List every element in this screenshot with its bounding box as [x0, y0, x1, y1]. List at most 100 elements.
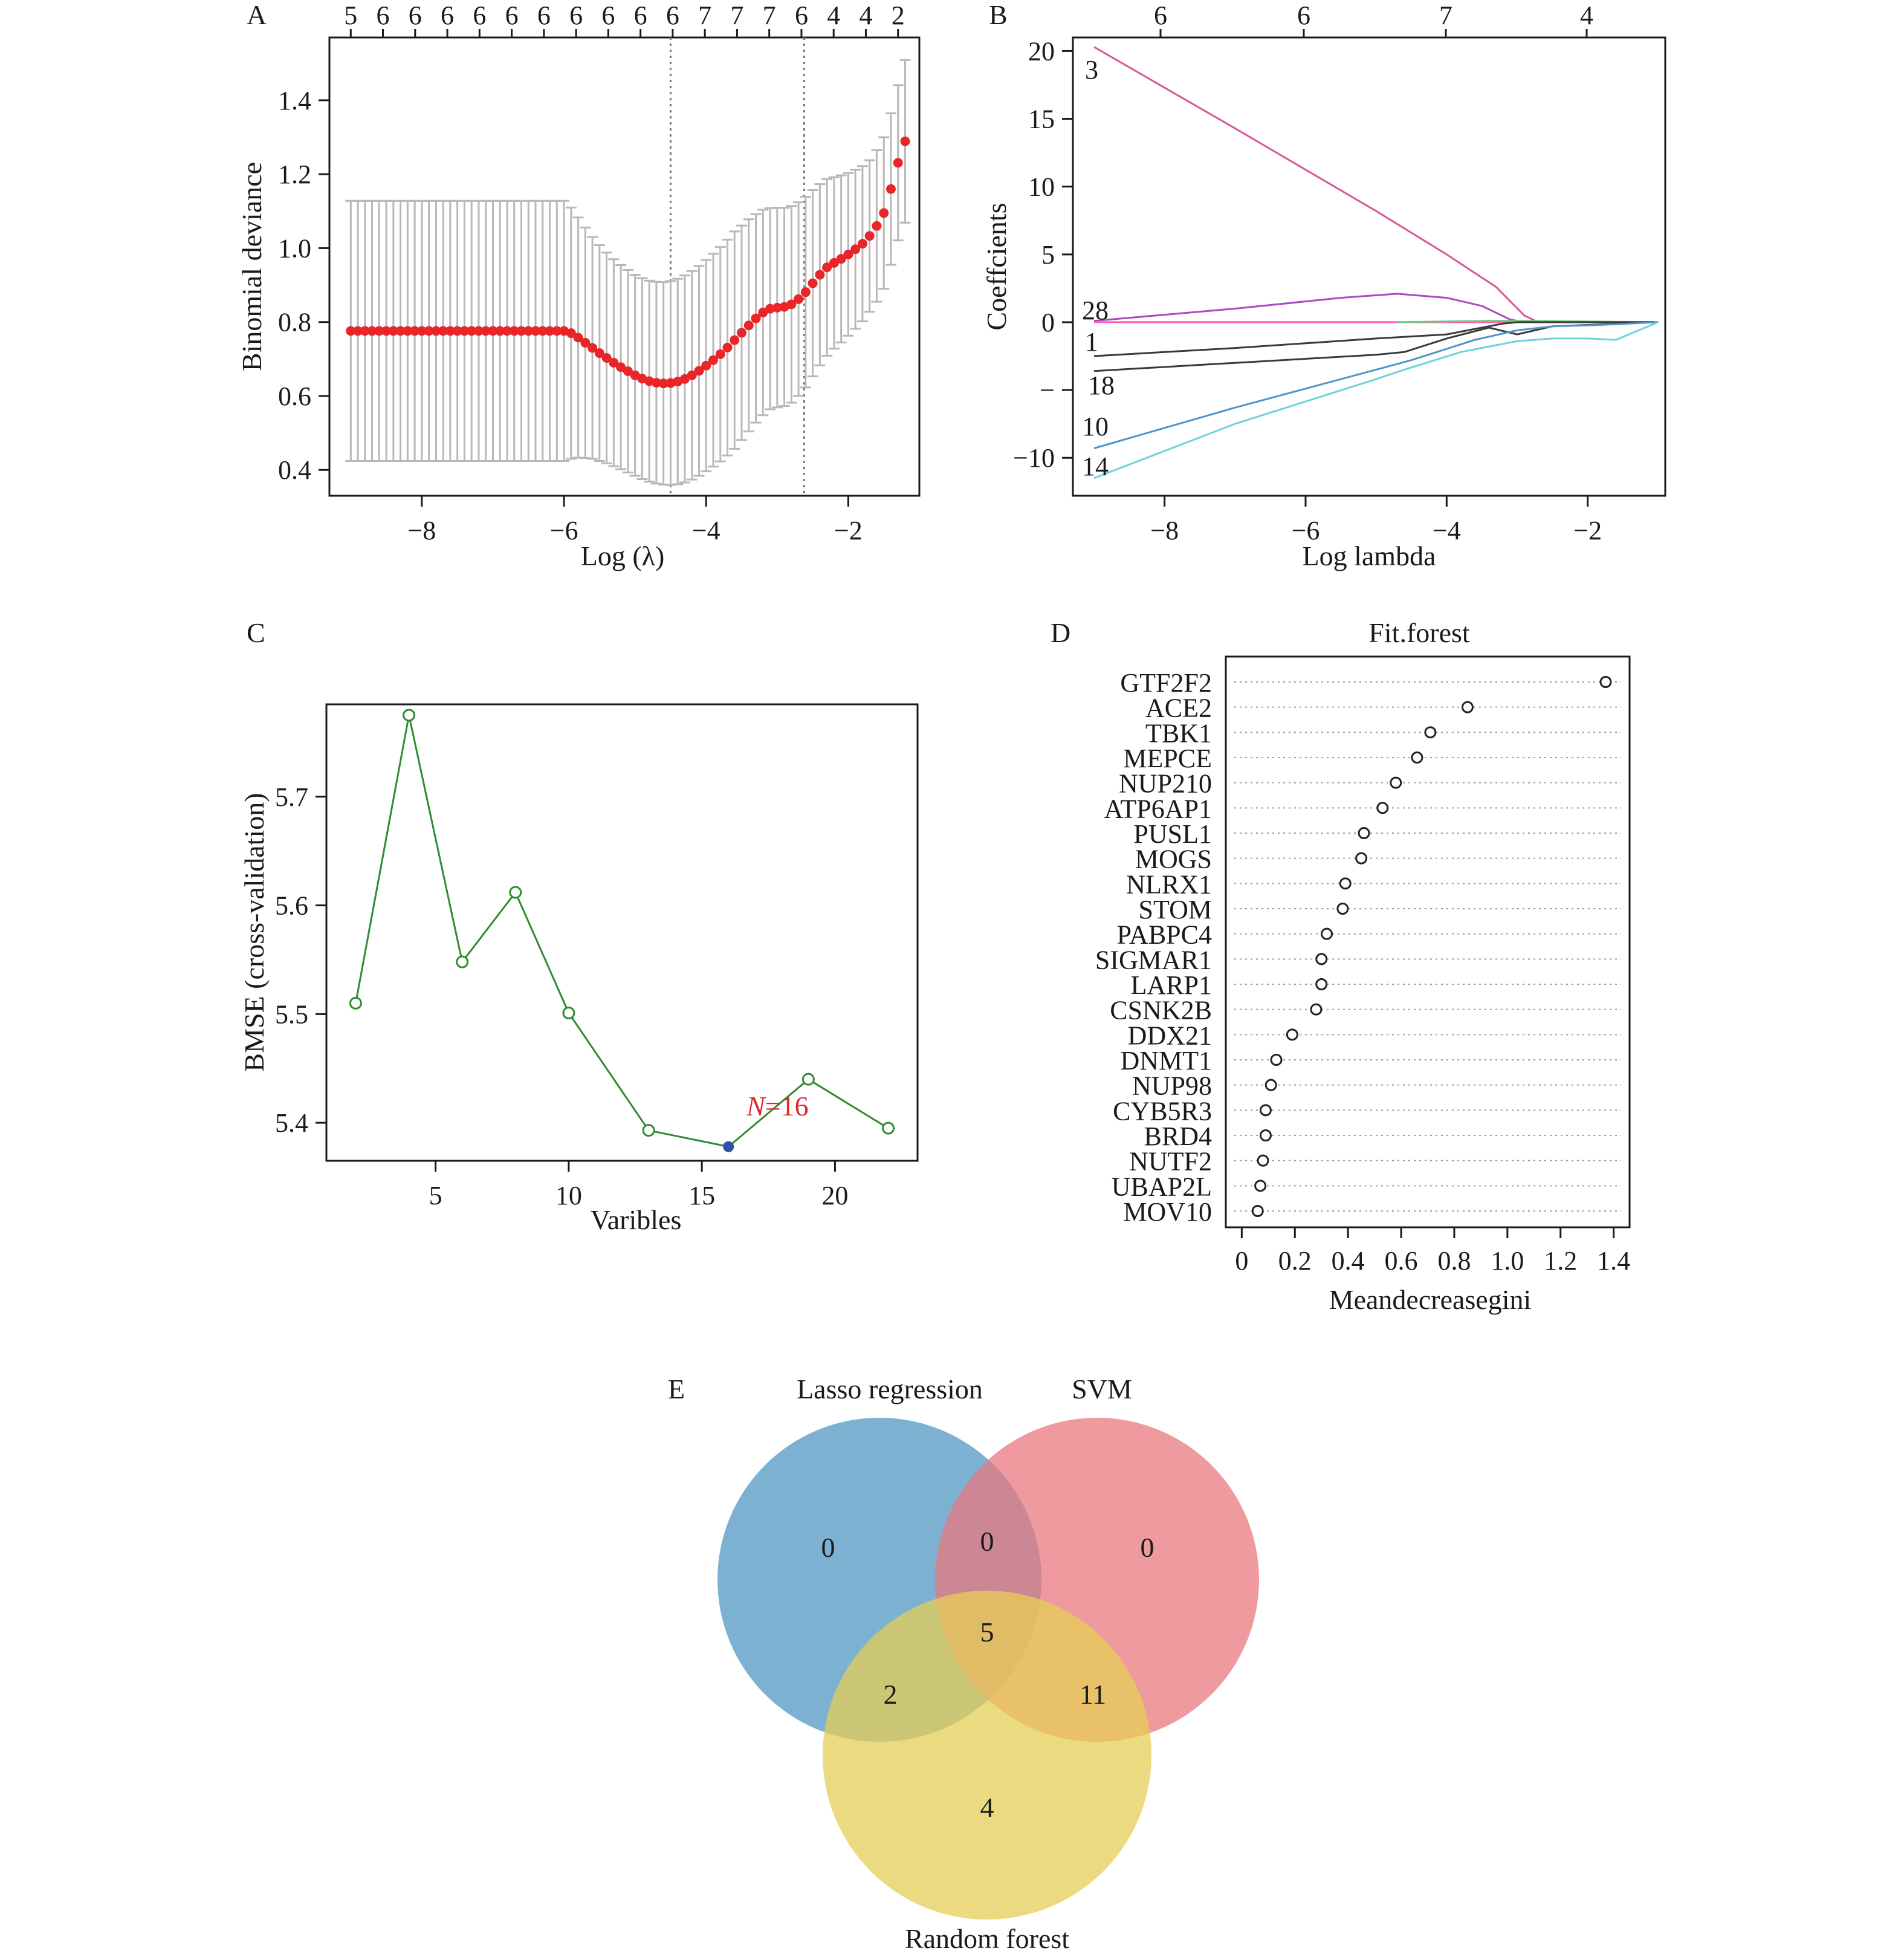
panel-e-letter: E: [668, 1374, 685, 1404]
a-point: [459, 326, 470, 336]
a-y-tick-label: 0.8: [278, 308, 311, 337]
panel-e-venn: E Lasso regression SVM 0 0 0 5 2 11 4 Ra…: [668, 1374, 1259, 1954]
a-point: [410, 326, 420, 336]
a-point: [467, 326, 477, 336]
a-point: [822, 262, 832, 273]
b-line-label: 1: [1085, 327, 1098, 357]
a-y-tick-label: 0.4: [278, 455, 311, 485]
a-point: [403, 326, 413, 336]
b-top-count: 7: [1439, 1, 1452, 30]
c-y-tick-label: 5.7: [275, 782, 308, 812]
a-top-count: 7: [730, 1, 743, 30]
a-top-count: 7: [698, 1, 711, 30]
a-point: [381, 326, 392, 336]
d-importance-point: [1376, 802, 1389, 814]
venn-count-all-three: 5: [980, 1617, 994, 1647]
c-x-tick-label: 20: [821, 1181, 848, 1210]
a-point: [609, 357, 619, 368]
d-gene-label: PABPC4: [1117, 920, 1212, 950]
d-importance-point: [1251, 1205, 1264, 1217]
d-gene-label: UBAP2L: [1112, 1172, 1212, 1201]
a-point: [552, 326, 562, 336]
c-x-tick-label: 5: [429, 1181, 442, 1210]
a-point: [395, 326, 406, 336]
a-point: [424, 326, 434, 336]
b-coef-line: [1093, 46, 1539, 323]
b-x-tick-label: −2: [1573, 516, 1602, 545]
d-importance-point: [1315, 978, 1328, 990]
b-y-tick-label: 15: [1028, 105, 1055, 134]
d-gene-label: NUTF2: [1129, 1147, 1212, 1177]
d-gene-label: GTF2F2: [1120, 668, 1212, 698]
b-line-label: 10: [1082, 412, 1109, 441]
panel-d-letter: D: [1051, 617, 1070, 648]
b-coef-line: [1093, 321, 1659, 449]
b-top-count: 6: [1154, 1, 1167, 30]
d-gene-label: LARP1: [1131, 970, 1212, 1000]
d-x-tick-label: 1.4: [1597, 1246, 1630, 1276]
d-importance-point: [1358, 827, 1370, 839]
a-point: [743, 320, 754, 331]
a-point: [566, 328, 576, 339]
d-importance-point: [1264, 1079, 1277, 1091]
d-importance-point: [1336, 903, 1349, 915]
d-x-tick-label: 0.2: [1278, 1246, 1312, 1276]
d-importance-point: [1339, 877, 1352, 890]
b-y-tick-label: 20: [1028, 36, 1055, 66]
venn-label-lasso: Lasso regression: [797, 1374, 983, 1404]
a-y-tick-label: 1.0: [278, 233, 311, 263]
a-point: [737, 328, 747, 338]
a-point: [857, 239, 867, 249]
a-point: [687, 370, 697, 380]
a-point: [445, 326, 455, 336]
c-x-tick-label: 10: [555, 1181, 582, 1210]
d-importance-point: [1461, 701, 1474, 713]
c-point: [642, 1124, 655, 1137]
a-point: [715, 349, 725, 359]
a-point: [886, 184, 896, 194]
c-point: [403, 709, 416, 722]
d-x-tick-label: 1.0: [1491, 1246, 1524, 1276]
panel-c-annotation-n: N: [746, 1091, 766, 1121]
panel-b-xlabel: Log lambda: [1303, 540, 1436, 571]
d-gene-label: TBK1: [1145, 718, 1212, 748]
a-x-tick-label: −2: [834, 516, 863, 545]
a-point: [722, 342, 733, 352]
venn-label-svm: SVM: [1072, 1374, 1132, 1404]
d-importance-point: [1259, 1104, 1272, 1117]
a-y-tick-label: 0.6: [278, 381, 311, 411]
c-y-tick-label: 5.6: [275, 891, 308, 921]
b-x-tick-label: −8: [1150, 516, 1179, 545]
d-x-tick-label: 0.6: [1385, 1246, 1418, 1276]
a-x-tick-label: −8: [407, 516, 436, 545]
a-point: [388, 326, 398, 336]
panel-c-svm-rfe: C 5 10 15 20 5.4 5.5 5.6 5.7 N=16 Varibles BMSE…: [239, 617, 919, 1235]
panel-b-frame: [1072, 36, 1666, 497]
a-point: [616, 362, 626, 372]
a-point: [416, 326, 427, 336]
panel-d-title: Fit.forest: [1368, 617, 1470, 648]
a-point: [708, 355, 718, 365]
a-point: [864, 231, 875, 241]
b-top-count: 4: [1580, 1, 1593, 30]
d-gene-label: BRD4: [1144, 1121, 1212, 1151]
panel-c-annotation-value: =16: [765, 1091, 809, 1121]
a-point: [360, 326, 370, 336]
a-point: [730, 335, 740, 345]
a-point: [843, 249, 853, 259]
d-gene-label: SIGMAR1: [1095, 945, 1212, 975]
d-gene-label: CYB5R3: [1113, 1096, 1212, 1126]
b-top-count: 6: [1297, 1, 1310, 30]
panel-a-plot: −8 −6 −4 −20.40.60.81.01.21.45 6 6 6 6 6 6 6 6 6 6 7 7 7…: [278, 1, 911, 545]
a-point: [786, 299, 797, 310]
d-importance-point: [1390, 776, 1402, 789]
d-gene-label: MOGS: [1135, 845, 1212, 874]
c-y-tick-label: 5.4: [275, 1108, 308, 1138]
d-gene-label: ACE2: [1145, 693, 1212, 723]
d-importance-point: [1259, 1129, 1272, 1141]
a-point: [765, 303, 776, 314]
a-point: [879, 208, 889, 218]
d-x-tick-label: 0: [1235, 1246, 1248, 1276]
d-importance-point: [1355, 852, 1368, 865]
